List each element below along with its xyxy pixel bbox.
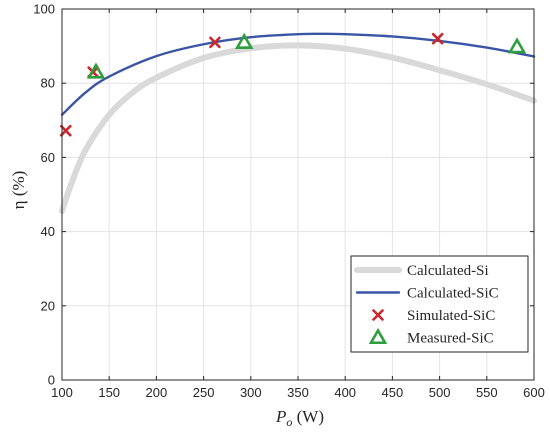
x-tick-label: 150 — [98, 385, 120, 400]
legend-label-calculated-sic: Calculated-SiC — [407, 286, 499, 302]
data-point-simulated-sic — [431, 32, 444, 45]
legend-swatch-measured-sic — [368, 327, 388, 345]
x-tick-label: 100 — [51, 385, 73, 400]
data-point-measured-sic — [507, 37, 527, 54]
x-marker-stroke — [431, 32, 444, 45]
x-tick-label: 600 — [523, 385, 545, 400]
x-axis-label: Po (W) — [275, 407, 324, 429]
data-point-measured-sic — [234, 32, 254, 49]
x-tick-label: 450 — [382, 385, 404, 400]
series-line-calculated-si — [59, 42, 537, 215]
x-marker-stroke — [209, 36, 221, 49]
y-tick-label: 0 — [48, 373, 55, 388]
y-tick-label: 60 — [41, 150, 55, 165]
y-tick-label: 100 — [33, 2, 55, 17]
y-tick-label: 20 — [41, 298, 55, 313]
data-point-simulated-sic — [209, 36, 221, 49]
legend-label-measured-sic: Measured-SiC — [407, 331, 494, 347]
x-tick-label: 550 — [476, 385, 498, 400]
y-axis-label: η (%) — [9, 171, 28, 210]
legend: Calculated-Si Calculated-SiC Simulated-SiC… — [350, 255, 529, 353]
x-tick-label: 250 — [193, 385, 215, 400]
x-tick-label: 400 — [334, 385, 356, 400]
y-tick-label: 80 — [41, 76, 55, 91]
x-axis-label-subscript: o — [286, 415, 292, 429]
x-marker-stroke — [372, 309, 384, 321]
x-marker-stroke — [59, 124, 72, 137]
legend-label-simulated-sic: Simulated-SiC — [407, 308, 495, 324]
axis-ticks: 100 150 200 250 300 350 400 450 500 550 600 0 20 40 60… — [33, 2, 545, 401]
x-tick-label: 500 — [429, 385, 451, 400]
data-point-measured-sic — [86, 62, 106, 79]
legend-swatch-simulated-sic — [372, 309, 384, 321]
x-axis-label-unit: (W) — [292, 407, 324, 426]
x-tick-label: 300 — [240, 385, 262, 400]
legend-label-calculated-si: Calculated-Si — [407, 263, 489, 279]
plot-series — [59, 32, 537, 215]
x-axis-label-symbol: P — [275, 407, 286, 426]
y-tick-label: 40 — [41, 224, 55, 239]
x-tick-label: 200 — [146, 385, 168, 400]
x-tick-label: 350 — [287, 385, 309, 400]
data-point-simulated-sic — [59, 124, 72, 137]
